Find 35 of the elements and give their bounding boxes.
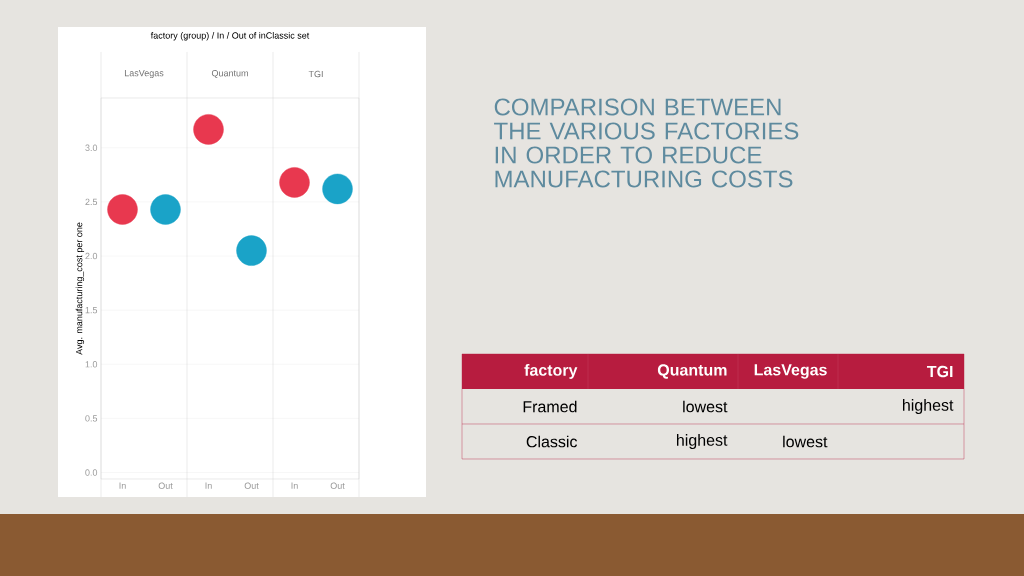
category-label: TGI bbox=[926, 365, 953, 378]
text: lowest bbox=[783, 435, 828, 448]
x-tick-label: Out bbox=[244, 482, 259, 489]
point bbox=[150, 194, 181, 225]
text: COMPARISON BETWEEN THE VARIOUS FACTORIES IN ORDER TO REDUCE MANUFACTURING COSTS bbox=[494, 98, 799, 188]
y-tick-label: 1.0 bbox=[85, 361, 98, 368]
point bbox=[107, 194, 138, 225]
y-tick-label: 2.0 bbox=[85, 252, 98, 260]
point bbox=[193, 114, 224, 145]
category-label: LasVegas bbox=[754, 364, 827, 379]
y-tick-label: 3.0 bbox=[85, 144, 98, 151]
category-label: Classic bbox=[526, 435, 578, 448]
x-tick-label: Out bbox=[330, 482, 345, 489]
x-tick-label: In bbox=[291, 482, 298, 489]
y-tick-label: 0.5 bbox=[85, 415, 98, 422]
point bbox=[279, 167, 310, 198]
point bbox=[322, 173, 353, 205]
text: highest bbox=[903, 399, 954, 414]
y-tick-label: 1.5 bbox=[85, 307, 98, 314]
x-tick-label: Out bbox=[158, 482, 173, 489]
x-tick-label: In bbox=[205, 482, 212, 489]
category-label: Framed bbox=[523, 400, 577, 413]
category-label: factory bbox=[524, 364, 578, 379]
y-tick-label: 2.5 bbox=[85, 198, 98, 206]
y-axis-title: Avg. manufacturing_cost per one bbox=[75, 222, 85, 355]
point bbox=[236, 235, 267, 266]
text: Quantum bbox=[211, 70, 248, 78]
x-tick-label: In bbox=[119, 482, 126, 489]
category-label: Quantum bbox=[657, 364, 727, 379]
text: highest bbox=[677, 434, 728, 449]
text: lowest bbox=[683, 400, 728, 413]
text: LasVegas bbox=[124, 69, 164, 79]
text: TGI bbox=[308, 70, 323, 78]
y-tick-label: 0.0 bbox=[85, 469, 98, 476]
chart-title: factory (group) / In / Out of inClassic set bbox=[150, 32, 310, 41]
